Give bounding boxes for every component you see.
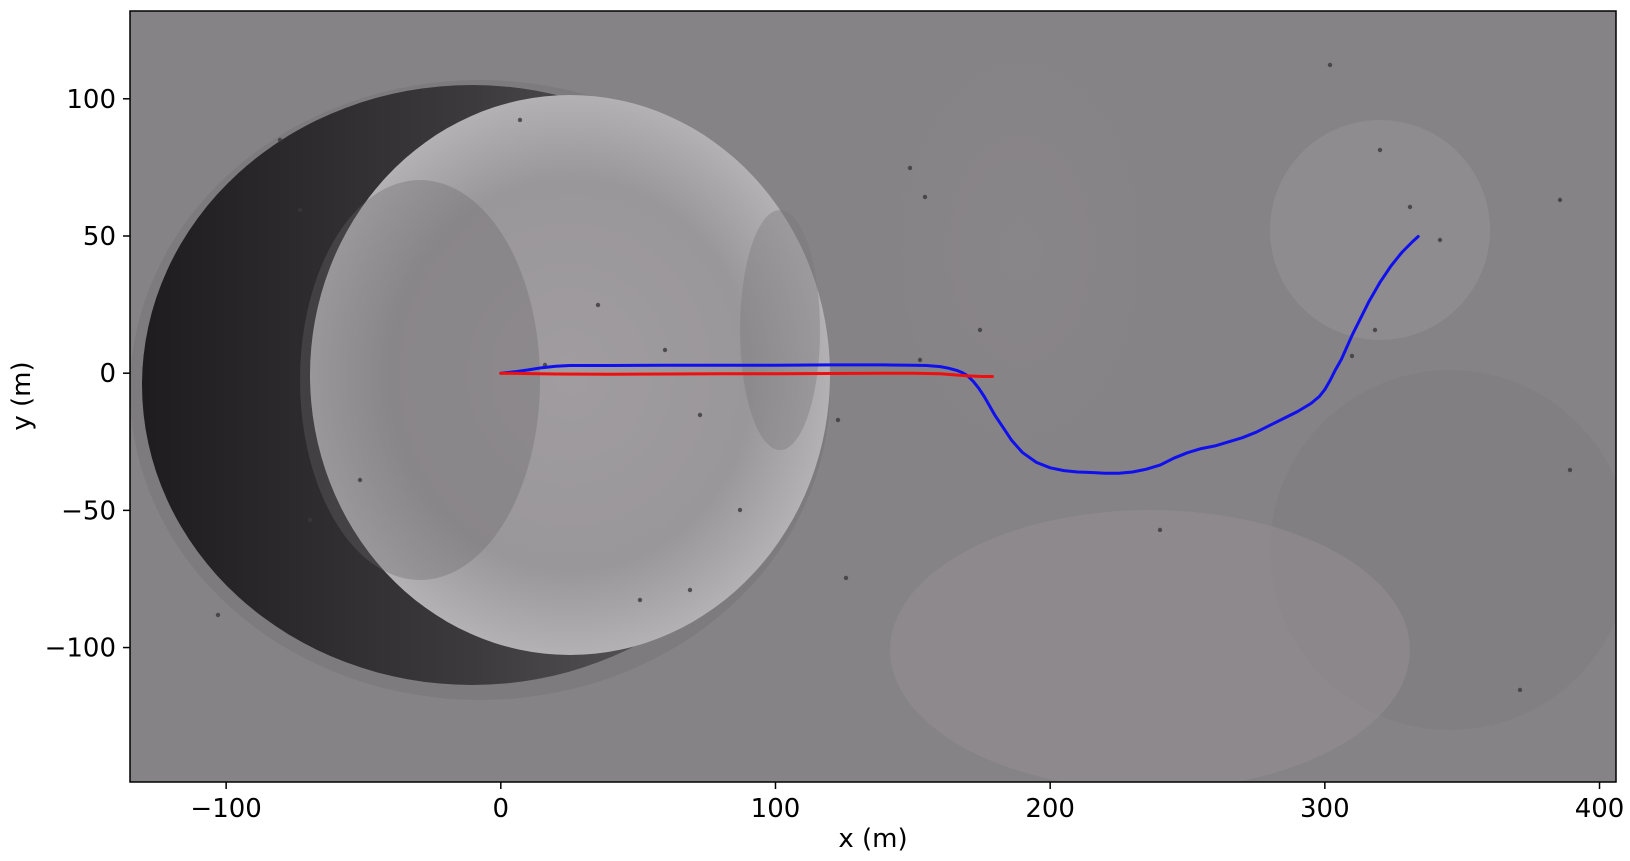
boulder-speck [1327,62,1333,68]
boulder-speck [662,347,668,353]
boulder-speck [1557,197,1563,203]
boulder-speck [977,327,983,333]
boulder-speck [737,507,743,513]
x-tick-label: 0 [493,794,510,824]
boulder-speck [1377,147,1383,153]
plot-frame [129,10,1617,783]
boulder-speck [1517,687,1523,693]
boulder-speck [907,165,913,171]
boulder-speck [1407,204,1413,210]
boulder-speck [1567,467,1573,473]
y-tick-label: 0 [99,359,116,389]
boulder-speck [277,137,283,143]
boulder-speck [687,587,693,593]
boulder-speck [843,575,849,581]
x-axis-label: x (m) [838,824,907,854]
x-tick-label: −100 [190,794,261,824]
boulder-speck [297,207,303,213]
x-tick-label: 400 [1575,794,1625,824]
lunar-surface-background [130,11,1616,782]
series-line-1 [499,235,1420,475]
boulder-speck [637,597,643,603]
boulder-speck [215,612,221,618]
y-axis-ticks: 100 50 0 −50 −100 [45,85,130,664]
x-tick-label: 300 [1300,794,1350,824]
boulder-speck [835,417,841,423]
boulder-speck [697,412,703,418]
boulder-speck [517,117,523,123]
x-tick-label: 100 [751,794,801,824]
boulder-speck [1157,527,1163,533]
x-tick-label: 200 [1025,794,1075,824]
boulder-speck [1349,353,1355,359]
y-tick-label: 50 [83,222,116,252]
boulder-speck [1372,327,1378,333]
series-line-2 [499,371,994,378]
boulder-speck [595,302,601,308]
y-axis-label: y (m) [7,361,37,430]
boulder-speck [917,357,923,363]
y-tick-label: 100 [66,85,116,115]
boulder-speck [307,517,313,523]
y-tick-label: −100 [45,634,116,664]
boulder-speck [922,194,928,200]
y-tick-label: −50 [61,496,116,526]
series-layer [499,235,1420,475]
boulder-speck [1437,237,1443,243]
boulder-speck [357,477,363,483]
x-axis-ticks: −100 0 100 200 300 400 [190,782,1624,824]
